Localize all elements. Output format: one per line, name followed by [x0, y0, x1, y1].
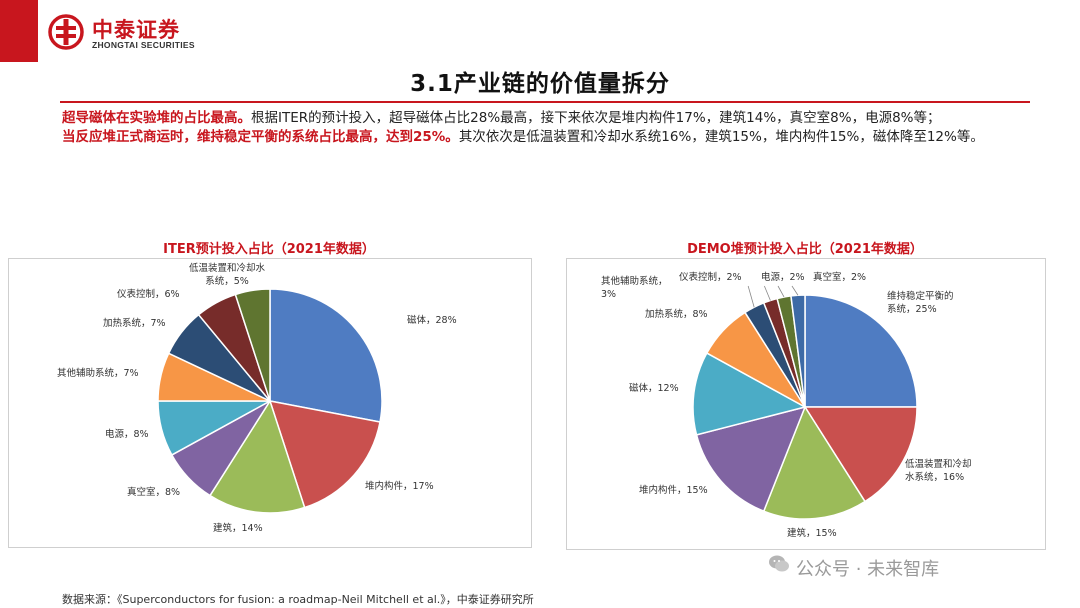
pie-leader-line	[791, 285, 799, 296]
source-note: 数据来源：《Superconductors for fusion: a road…	[62, 593, 534, 606]
pie-slice-label: 低温装置和冷却水系统，16%	[905, 458, 972, 483]
pie-slice	[234, 288, 271, 402]
pie-slice-label: 仪表控制，6%	[117, 288, 180, 300]
brand-name-en: ZHONGTAI SECURITIES	[92, 40, 195, 50]
zhongtai-logo-icon	[48, 14, 84, 50]
title-divider	[60, 101, 1030, 103]
summary-text: 超导磁体在实验堆的占比最高。根据ITER的预计投入，超导磁体占比28%最高，接下…	[62, 109, 1027, 147]
summary-body-1: 根据ITER的预计投入，超导磁体占比28%最高，接下来依次是堆内构件17%，建筑…	[251, 110, 941, 126]
summary-highlight-2: 当反应堆正式商运时，维持稳定平衡的系统占比最高，达到25%。	[62, 129, 459, 145]
pie-slice-label: 仪表控制，2%	[679, 271, 742, 283]
pie-slice-label: 堆内构件，15%	[639, 484, 708, 496]
pie-slice	[803, 406, 918, 503]
wechat-icon	[769, 555, 789, 572]
pie-slice	[692, 352, 808, 436]
slide-title: 3.1产业链的价值量拆分	[410, 71, 670, 97]
brand-logo: 中泰证券 ZHONGTAI SECURITIES	[48, 12, 248, 56]
summary-highlight-1: 超导磁体在实验堆的占比最高。	[62, 110, 251, 126]
summary-paragraph-2: 当反应堆正式商运时，维持稳定平衡的系统占比最高，达到25%。其次依次是低温装置和…	[62, 128, 1027, 147]
watermark-text: 公众号 · 未来智库	[796, 559, 940, 580]
demo-chart-panel: 维持稳定平衡的系统，25% 低温装置和冷却水系统，16% 建筑，15% 堆内构件，15…	[566, 258, 1046, 550]
pie-slice-label: 加热系统，7%	[103, 317, 166, 329]
pie-slice-label: 磁体，12%	[629, 382, 679, 394]
brand-name-cn: 中泰证券	[92, 18, 180, 42]
pie-slice	[695, 405, 807, 513]
pie-leader-line	[777, 285, 785, 298]
pie-slice	[804, 294, 918, 408]
pie-slice-label: 建筑，15%	[787, 527, 837, 539]
iter-chart-panel: 磁体，28% 堆内构件，17% 建筑，14% 真空室，8% 电源，8% 其他辅助系统，7%…	[8, 258, 532, 548]
pie-slice-label: 真空室，2%	[813, 271, 866, 283]
pie-slice-label: 维持稳定平衡的系统，25%	[887, 290, 954, 315]
demo-chart-title: DEMO堆预计投入占比（2021年数据）	[687, 242, 923, 257]
pie-slice-label: 其他辅助系统， 3%	[601, 275, 668, 300]
pie-slice	[269, 288, 383, 423]
pie-slice-label: 低温装置和冷却水系统，5%	[189, 262, 266, 287]
summary-body-2: 其次依次是低温装置和冷却水系统16%，建筑15%，堆内构件15%，磁体降至12%…	[458, 129, 984, 145]
summary-paragraph-1: 超导磁体在实验堆的占比最高。根据ITER的预计投入，超导磁体占比28%最高，接下…	[62, 109, 1027, 128]
pie-slice-label: 电源，8%	[105, 428, 149, 440]
pie-slice	[268, 400, 381, 509]
pie-slice-label: 加热系统，8%	[645, 308, 708, 320]
iter-pie-chart: 磁体，28% 堆内构件，17% 建筑，14% 真空室，8% 电源，8% 其他辅助系统，7%…	[57, 262, 457, 534]
pie-slice-label: 磁体，28%	[407, 314, 457, 326]
pie-slice-label: 真空室，8%	[127, 486, 180, 498]
pie-slice	[762, 405, 867, 520]
pie-slice-label: 堆内构件，17%	[365, 480, 434, 492]
pie-leader-line	[764, 285, 771, 301]
pie-slice	[208, 399, 306, 514]
pie-slice	[790, 294, 806, 408]
pie-slice-label: 建筑，14%	[213, 522, 263, 534]
pie-slice-label: 其他辅助系统，7%	[57, 367, 139, 379]
brand-color-bar	[0, 0, 38, 62]
pie-leader-line	[747, 285, 755, 308]
iter-chart-title: ITER预计投入占比（2021年数据）	[163, 242, 375, 257]
demo-pie-chart: 维持稳定平衡的系统，25% 低温装置和冷却水系统，16% 建筑，15% 堆内构件，15…	[601, 271, 972, 539]
pie-slice-label: 电源，2%	[761, 271, 805, 283]
